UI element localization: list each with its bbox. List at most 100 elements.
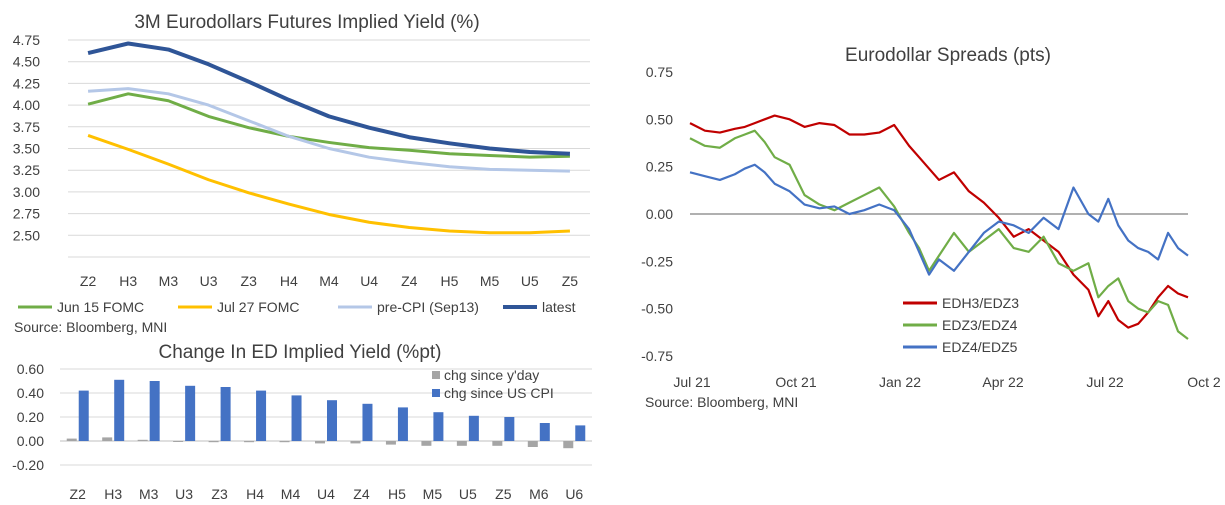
y-tick-label: 0.75 xyxy=(646,64,673,80)
y-tick-label: 3.00 xyxy=(13,184,40,200)
x-tick-label: M6 xyxy=(529,486,549,502)
x-tick-label: U3 xyxy=(200,273,218,289)
y-tick-label: 4.75 xyxy=(13,32,40,48)
x-tick-label: H3 xyxy=(104,486,122,502)
y-tick-label: 3.75 xyxy=(13,119,40,135)
x-tick-label: Oct 21 xyxy=(775,374,816,390)
bar xyxy=(66,438,77,441)
bar xyxy=(563,441,574,449)
y-tick-label: -0.20 xyxy=(12,457,44,473)
bar xyxy=(137,439,148,441)
x-tick-label: H4 xyxy=(280,273,298,289)
bar xyxy=(362,403,373,441)
y-tick-label: 0.00 xyxy=(646,206,673,222)
bar xyxy=(504,417,515,441)
x-tick-label: Jan 22 xyxy=(879,374,921,390)
bar xyxy=(456,441,467,446)
legend: Jun 15 FOMC Jul 27 FOMC pre-CPI (Sep13) lat… xyxy=(18,299,576,315)
y-tick-label: 4.00 xyxy=(13,97,40,113)
y-tick-label: 0.25 xyxy=(646,159,673,175)
x-tick-label: U5 xyxy=(521,273,539,289)
y-tick-label: -0.25 xyxy=(641,253,673,269)
x-tick-label: Jul 22 xyxy=(1086,374,1124,390)
x-tick-label: Z5 xyxy=(562,273,579,289)
y-tick-label: -0.50 xyxy=(641,301,673,317)
x-tick-label: U4 xyxy=(317,486,335,502)
bar xyxy=(279,441,290,443)
bar xyxy=(78,390,89,441)
bar xyxy=(397,407,408,441)
series-line-edz4-edz5 xyxy=(689,163,1189,276)
bar xyxy=(468,415,479,441)
bar xyxy=(244,441,255,443)
x-tick-label: H3 xyxy=(119,273,137,289)
legend-label: chg since y'day xyxy=(444,367,539,383)
x-tick-label: M5 xyxy=(480,273,500,289)
x-tick-label: Z3 xyxy=(241,273,258,289)
x-tick-label: Z5 xyxy=(495,486,512,502)
bar xyxy=(256,390,267,441)
bar xyxy=(149,381,160,441)
bar xyxy=(185,385,196,441)
y-tick-label: 0.00 xyxy=(17,433,44,449)
series-line-edz3-edz4 xyxy=(689,129,1189,340)
spreads-chart: Eurodollar Spreads (pts) -0.75 -0.50 -0.25… xyxy=(641,45,1221,410)
y-tick-label: -0.75 xyxy=(641,348,673,364)
legend-label: pre-CPI (Sep13) xyxy=(377,299,479,315)
y-tick-label: 0.50 xyxy=(646,111,673,127)
x-tick-label: M4 xyxy=(281,486,301,502)
y-tick-label: 4.25 xyxy=(13,75,40,91)
change-bar-chart: Change In ED Implied Yield (%pt) -0.20 0.… xyxy=(12,342,592,502)
x-tick-label: Z2 xyxy=(80,273,97,289)
y-tick-label: 3.50 xyxy=(13,141,40,157)
bar xyxy=(315,441,325,444)
chart-title: 3M Eurodollars Futures Implied Yield (%) xyxy=(134,12,479,33)
bar xyxy=(575,425,586,441)
series-line-latest xyxy=(87,41,571,156)
y-tick-label: 2.75 xyxy=(13,206,40,222)
series-line-jul-27-fomc xyxy=(87,134,570,235)
x-tick-label: Z4 xyxy=(353,486,370,502)
legend-label: latest xyxy=(542,299,576,315)
bar xyxy=(327,400,337,441)
bar xyxy=(527,441,538,447)
bar xyxy=(421,441,432,446)
chart-title: Eurodollar Spreads (pts) xyxy=(845,45,1051,66)
legend-swatch xyxy=(432,371,440,379)
implied-yield-chart: 3M Eurodollars Futures Implied Yield (%)… xyxy=(13,12,590,335)
y-tick-label: 2.50 xyxy=(13,227,40,243)
x-tick-label: U6 xyxy=(565,486,583,502)
y-tick-label: 0.40 xyxy=(17,385,44,401)
chart-title: Change In ED Implied Yield (%pt) xyxy=(158,342,441,363)
series-line-edh3-edz3 xyxy=(689,114,1189,329)
legend-swatch xyxy=(432,389,440,397)
x-tick-label: H5 xyxy=(388,486,406,502)
source-note: Source: Bloomberg, MNI xyxy=(645,394,798,410)
x-tick-label: Jul 21 xyxy=(673,374,711,390)
legend: chg since y'day chg since US CPI xyxy=(432,367,554,401)
legend-label: EDZ3/EDZ4 xyxy=(942,317,1018,333)
x-tick-label: M3 xyxy=(139,486,159,502)
x-tick-label: M3 xyxy=(159,273,179,289)
bar xyxy=(291,395,302,441)
bar xyxy=(385,441,396,445)
bar xyxy=(173,441,184,442)
x-tick-label: Oct 2 xyxy=(1187,374,1221,390)
bar xyxy=(208,441,219,443)
x-tick-label: Z3 xyxy=(211,486,228,502)
x-tick-label: M4 xyxy=(319,273,339,289)
x-tick-label: Apr 22 xyxy=(982,374,1023,390)
legend-label: EDH3/EDZ3 xyxy=(942,295,1019,311)
series-line-pre-cpi-sep13- xyxy=(87,87,570,173)
legend-label: chg since US CPI xyxy=(444,385,554,401)
legend-label: Jun 15 FOMC xyxy=(57,299,144,315)
x-tick-label: Z2 xyxy=(70,486,87,502)
source-note: Source: Bloomberg, MNI xyxy=(14,319,167,335)
y-tick-label: 3.25 xyxy=(13,162,40,178)
bar xyxy=(350,441,361,444)
legend-label: EDZ4/EDZ5 xyxy=(942,339,1018,355)
x-tick-label: U5 xyxy=(459,486,477,502)
y-tick-label: 4.50 xyxy=(13,54,40,70)
legend: EDH3/EDZ3 EDZ3/EDZ4 EDZ4/EDZ5 xyxy=(903,295,1019,355)
x-tick-label: M5 xyxy=(423,486,443,502)
